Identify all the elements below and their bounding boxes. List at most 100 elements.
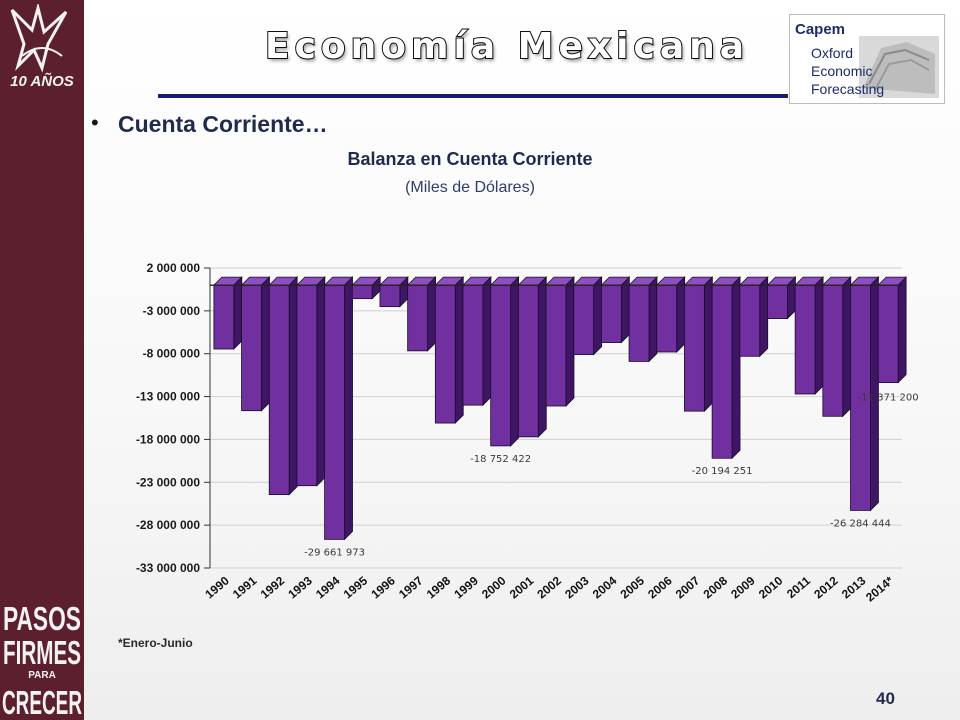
bar <box>462 284 484 406</box>
data-label: -20 194 251 <box>692 466 753 477</box>
capem-oef-logo: Capem Oxford Economic Forecasting <box>789 14 945 104</box>
x-tick-label: 1992 <box>258 573 288 601</box>
bar-side-face <box>344 276 353 541</box>
bar-side-face <box>759 276 769 358</box>
x-tick-label: 2014* <box>863 573 896 604</box>
y-tick-label: -23 000 000 <box>136 475 200 489</box>
x-tick-label: 1991 <box>230 573 260 601</box>
oef-logo-line-3: Forecasting <box>811 81 884 97</box>
data-label: -29 661 973 <box>304 547 365 558</box>
bar-side-face <box>565 276 575 407</box>
x-tick-label: 1993 <box>285 573 315 601</box>
bullet-marker: • <box>91 110 99 135</box>
bar <box>379 284 401 308</box>
bar-side-face <box>593 276 603 356</box>
bar-side-face <box>316 276 326 487</box>
x-tick-label: 2001 <box>507 573 537 601</box>
x-tick-label: 2000 <box>479 573 509 601</box>
x-tick-label: 2004 <box>590 573 620 601</box>
bar-side-face <box>261 276 270 412</box>
x-tick-label: 1990 <box>202 573 232 601</box>
x-tick-label: 2006 <box>645 573 675 601</box>
slide-subtitle: Cuenta Corriente… <box>118 111 328 137</box>
x-tick-label: 2007 <box>673 573 703 601</box>
x-tick-label: 2010 <box>756 573 786 601</box>
bar-side-face <box>731 276 741 460</box>
y-tick-label: -33 000 000 <box>136 561 200 575</box>
slogan-word-4: CRECER <box>2 684 82 720</box>
bar-side-face <box>620 276 630 344</box>
capem-logo-text: Capem <box>795 21 845 38</box>
y-tick-label: -8 000 000 <box>143 347 201 361</box>
bar <box>545 284 567 407</box>
bar-side-face <box>842 276 852 418</box>
slogan-word-2: FIRMES <box>3 634 81 671</box>
bar-side-face <box>703 276 713 413</box>
sidebar: 10 AÑOS PASOS FIRMES PARA CRECER <box>0 0 84 720</box>
x-tick-label: 1997 <box>396 573 426 601</box>
slogan-word-3: PARA <box>28 670 56 681</box>
bar <box>739 284 761 357</box>
anniversary-crest-logo: 10 AÑOS <box>10 4 74 90</box>
bar <box>517 284 539 438</box>
x-tick-label: 1994 <box>313 573 343 601</box>
bar <box>351 284 373 300</box>
bar-side-face <box>676 276 686 353</box>
bar <box>241 284 262 412</box>
bar-side-face <box>454 276 464 425</box>
bar-side-face <box>482 276 492 407</box>
slogan-logo: PASOS FIRMES PARA CRECER <box>2 600 82 720</box>
slide-title: Economía Mexicana <box>264 25 750 68</box>
bar-side-face <box>288 276 298 496</box>
bar <box>407 284 428 352</box>
x-tick-label: 2013 <box>839 573 869 601</box>
x-tick-label: 1998 <box>424 573 454 601</box>
bar <box>600 284 622 343</box>
bar-side-face <box>510 276 520 447</box>
title-underline <box>158 94 788 98</box>
current-account-bar-chart: 2 000 000 -3 000 000 -8 000 000 -13 000 000… <box>136 261 919 604</box>
bar <box>296 284 318 487</box>
bar <box>573 284 595 355</box>
y-tick-label: -3 000 000 <box>143 304 201 318</box>
x-tick-label: 2008 <box>701 573 731 601</box>
x-tick-label: 1996 <box>368 573 398 601</box>
x-tick-label: 2005 <box>618 573 648 601</box>
bar <box>684 284 705 412</box>
slogan-word-1: PASOS <box>3 600 81 637</box>
y-tick-label: -13 000 000 <box>136 390 200 404</box>
y-tick-label: -18 000 000 <box>136 432 200 446</box>
data-label: -11 371 200 <box>858 393 919 404</box>
bar <box>268 284 290 496</box>
bar <box>656 284 678 353</box>
bar <box>213 284 235 350</box>
data-label: -26 284 444 <box>830 518 891 529</box>
bar-side-face <box>233 276 243 350</box>
bar-side-face <box>897 276 907 384</box>
bar <box>877 284 899 384</box>
bar-side-face <box>648 276 658 363</box>
bar <box>324 284 345 540</box>
oef-logo-line-1: Oxford <box>811 45 853 61</box>
x-tick-label: 1999 <box>451 573 481 601</box>
x-tick-label: 2011 <box>784 573 813 601</box>
sidebar-year-text: 10 AÑOS <box>10 72 74 90</box>
x-tick-label: 2003 <box>562 573 592 601</box>
bar <box>794 284 816 395</box>
data-label: -18 752 422 <box>470 454 531 465</box>
x-tick-label: 2002 <box>534 573 564 601</box>
bar-side-face <box>814 276 824 395</box>
oef-logo-line-2: Economic <box>811 63 872 79</box>
bar <box>490 284 512 447</box>
x-tick-label: 1995 <box>341 573 371 601</box>
bar <box>822 284 844 417</box>
x-tick-label: 2009 <box>728 573 758 601</box>
bar <box>711 284 733 459</box>
y-tick-label: 2 000 000 <box>147 261 201 275</box>
chart-title: Balanza en Cuenta Corriente <box>347 149 593 169</box>
x-tick-label: 2012 <box>811 573 841 601</box>
footnote: *Enero-Junio <box>118 636 193 650</box>
y-tick-label: -28 000 000 <box>136 518 200 532</box>
chart-subtitle: (Miles de Dólares) <box>405 179 535 196</box>
bar-side-face <box>427 276 436 352</box>
